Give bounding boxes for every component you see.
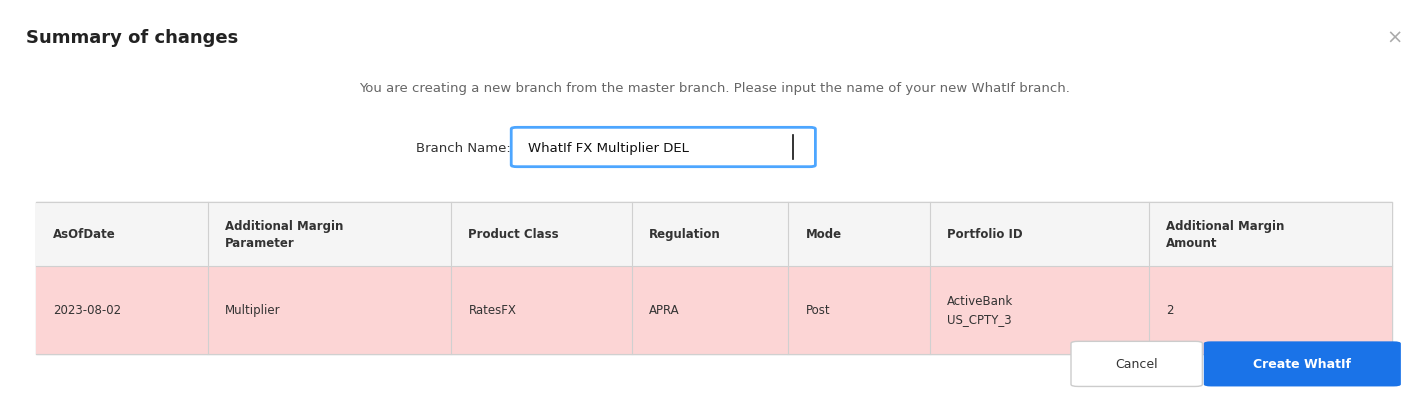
Text: Post: Post bbox=[805, 303, 830, 316]
Text: Product Class: Product Class bbox=[468, 228, 560, 240]
Text: 2: 2 bbox=[1167, 303, 1174, 316]
Bar bbox=[36, 202, 1392, 266]
Text: Create WhatIf: Create WhatIf bbox=[1254, 357, 1351, 371]
Text: APRA: APRA bbox=[648, 303, 680, 316]
Text: Portfolio ID: Portfolio ID bbox=[947, 228, 1022, 240]
Text: Summary of changes: Summary of changes bbox=[26, 29, 238, 47]
Text: Additional Margin
Amount: Additional Margin Amount bbox=[1167, 219, 1285, 249]
Text: You are creating a new branch from the master branch. Please input the name of y: You are creating a new branch from the m… bbox=[358, 82, 1070, 95]
Text: RatesFX: RatesFX bbox=[468, 303, 517, 316]
Text: Mode: Mode bbox=[805, 228, 841, 240]
Text: 2023-08-02: 2023-08-02 bbox=[53, 303, 121, 316]
Text: AsOfDate: AsOfDate bbox=[53, 228, 116, 240]
Text: WhatIf FX Multiplier DEL: WhatIf FX Multiplier DEL bbox=[528, 141, 690, 154]
Text: Additional Margin
Parameter: Additional Margin Parameter bbox=[226, 219, 344, 249]
Text: Multiplier: Multiplier bbox=[226, 303, 281, 316]
Bar bbox=[36, 202, 1392, 354]
Text: Regulation: Regulation bbox=[648, 228, 721, 240]
Bar bbox=[36, 266, 1392, 354]
FancyBboxPatch shape bbox=[1204, 342, 1401, 387]
FancyBboxPatch shape bbox=[1071, 342, 1202, 387]
Text: ActiveBank
US_CPTY_3: ActiveBank US_CPTY_3 bbox=[947, 294, 1012, 325]
Text: ×: × bbox=[1387, 29, 1402, 47]
FancyBboxPatch shape bbox=[511, 128, 815, 167]
Text: Cancel: Cancel bbox=[1115, 357, 1158, 371]
Text: Branch Name:: Branch Name: bbox=[417, 141, 511, 154]
